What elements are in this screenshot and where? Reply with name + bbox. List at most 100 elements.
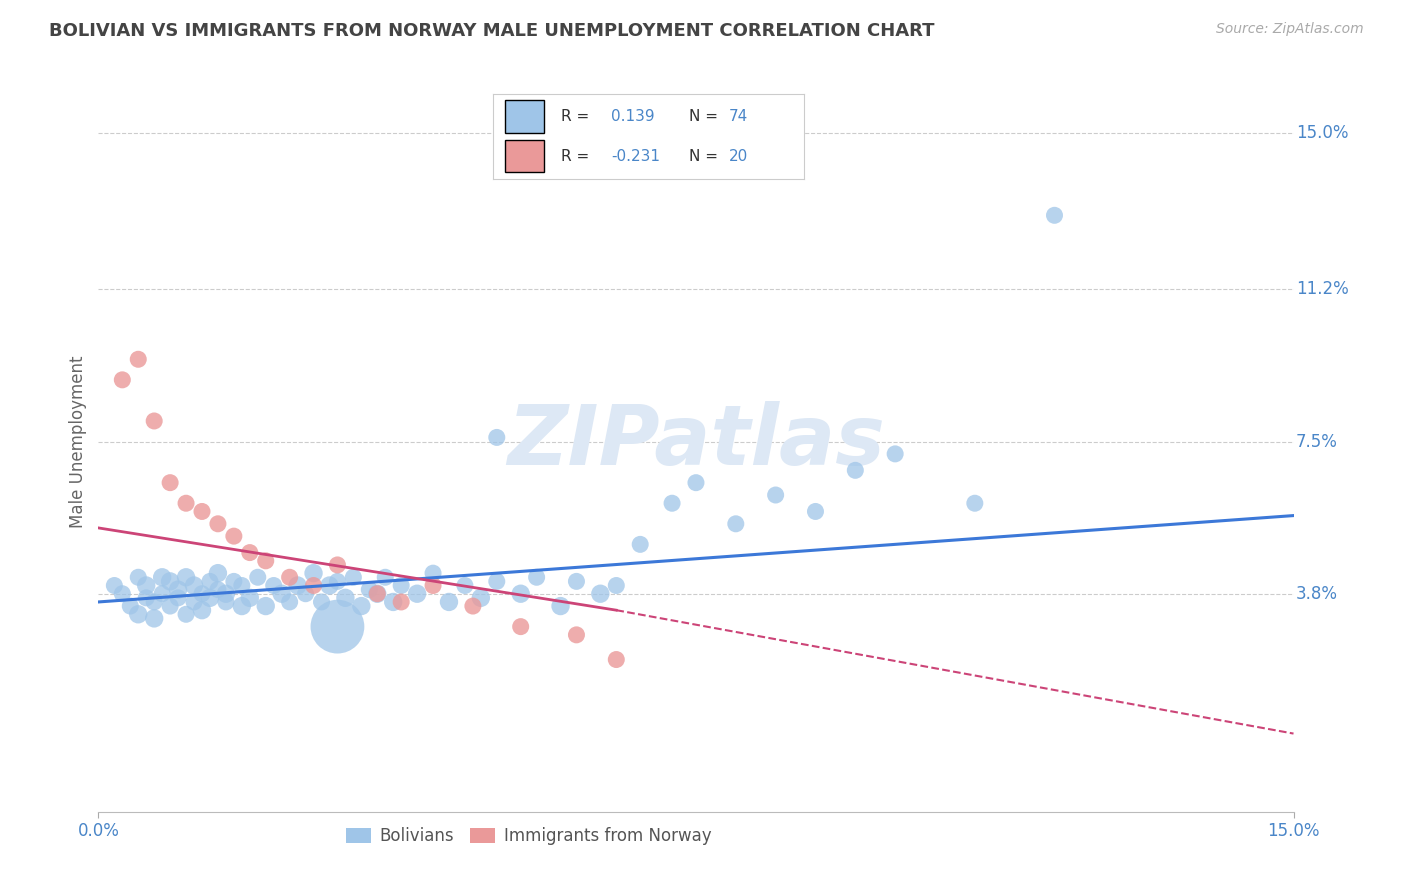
Point (550, 599, 572, 613)
Point (222, 529, 245, 543)
Point (207, 566, 229, 581)
Point (159, 574, 181, 589)
Point (294, 587, 316, 601)
Point (254, 554, 277, 568)
Point (127, 352, 149, 367)
Point (485, 430, 508, 444)
Point (150, 570, 173, 584)
Point (198, 574, 221, 589)
Point (239, 591, 262, 605)
Point (342, 570, 364, 584)
Point (191, 504, 214, 518)
Point (565, 574, 588, 589)
Point (350, 599, 373, 613)
Point (207, 582, 229, 597)
Point (207, 516, 229, 531)
Point (127, 570, 149, 584)
Point (302, 566, 325, 581)
Point (335, 591, 357, 605)
Point (382, 595, 405, 609)
Point (103, 578, 125, 592)
Text: 7.5%: 7.5% (1296, 433, 1337, 450)
Point (191, 603, 214, 617)
Point (589, 587, 612, 601)
Point (135, 591, 157, 605)
Point (366, 587, 388, 601)
Point (215, 587, 238, 601)
Point (844, 463, 866, 477)
Point (302, 578, 325, 592)
Text: 3.8%: 3.8% (1296, 585, 1339, 603)
Point (804, 504, 827, 518)
Point (485, 574, 508, 589)
Point (565, 628, 588, 642)
Point (111, 373, 134, 387)
Point (311, 595, 333, 609)
Point (191, 587, 214, 601)
Text: 11.2%: 11.2% (1296, 280, 1348, 298)
Point (215, 595, 238, 609)
Point (278, 595, 301, 609)
Point (246, 570, 269, 584)
Point (661, 496, 683, 510)
Point (326, 620, 349, 634)
Point (231, 599, 253, 613)
Point (159, 475, 181, 490)
Point (135, 578, 157, 592)
Point (509, 587, 531, 601)
Point (422, 578, 444, 592)
Point (1043, 208, 1066, 222)
Point (389, 578, 412, 592)
Point (526, 570, 548, 584)
Point (318, 578, 340, 592)
Point (389, 595, 412, 609)
Point (685, 475, 707, 490)
Point (222, 574, 245, 589)
Point (422, 566, 444, 581)
Point (143, 611, 166, 625)
Point (150, 587, 173, 601)
Point (628, 537, 651, 551)
Point (437, 595, 460, 609)
Point (159, 599, 181, 613)
Point (406, 587, 429, 601)
Point (605, 652, 627, 666)
Point (765, 488, 787, 502)
Point (143, 595, 166, 609)
Point (470, 591, 492, 605)
Point (270, 587, 292, 601)
Point (287, 578, 309, 592)
Point (326, 558, 349, 572)
Point (239, 546, 262, 560)
Point (263, 578, 285, 592)
Text: BOLIVIAN VS IMMIGRANTS FROM NORWAY MALE UNEMPLOYMENT CORRELATION CHART: BOLIVIAN VS IMMIGRANTS FROM NORWAY MALE … (49, 22, 935, 40)
Text: ZIPatlas: ZIPatlas (508, 401, 884, 482)
Point (127, 607, 149, 622)
Point (174, 496, 197, 510)
Point (174, 570, 197, 584)
Point (198, 591, 221, 605)
Point (374, 570, 396, 584)
Legend: Bolivians, Immigrants from Norway: Bolivians, Immigrants from Norway (339, 820, 718, 852)
Point (454, 578, 477, 592)
Point (183, 595, 205, 609)
Point (884, 447, 907, 461)
Point (167, 582, 190, 597)
Point (366, 587, 388, 601)
Point (231, 578, 253, 592)
Point (724, 516, 747, 531)
Point (359, 582, 381, 597)
Point (278, 570, 301, 584)
Point (509, 620, 531, 634)
Text: Source: ZipAtlas.com: Source: ZipAtlas.com (1216, 22, 1364, 37)
Point (111, 587, 134, 601)
Point (143, 414, 166, 428)
Point (174, 607, 197, 622)
Point (254, 599, 277, 613)
Point (605, 578, 627, 592)
Point (167, 591, 190, 605)
Point (183, 578, 205, 592)
Point (461, 599, 484, 613)
Point (326, 574, 349, 589)
Text: 15.0%: 15.0% (1296, 124, 1348, 142)
